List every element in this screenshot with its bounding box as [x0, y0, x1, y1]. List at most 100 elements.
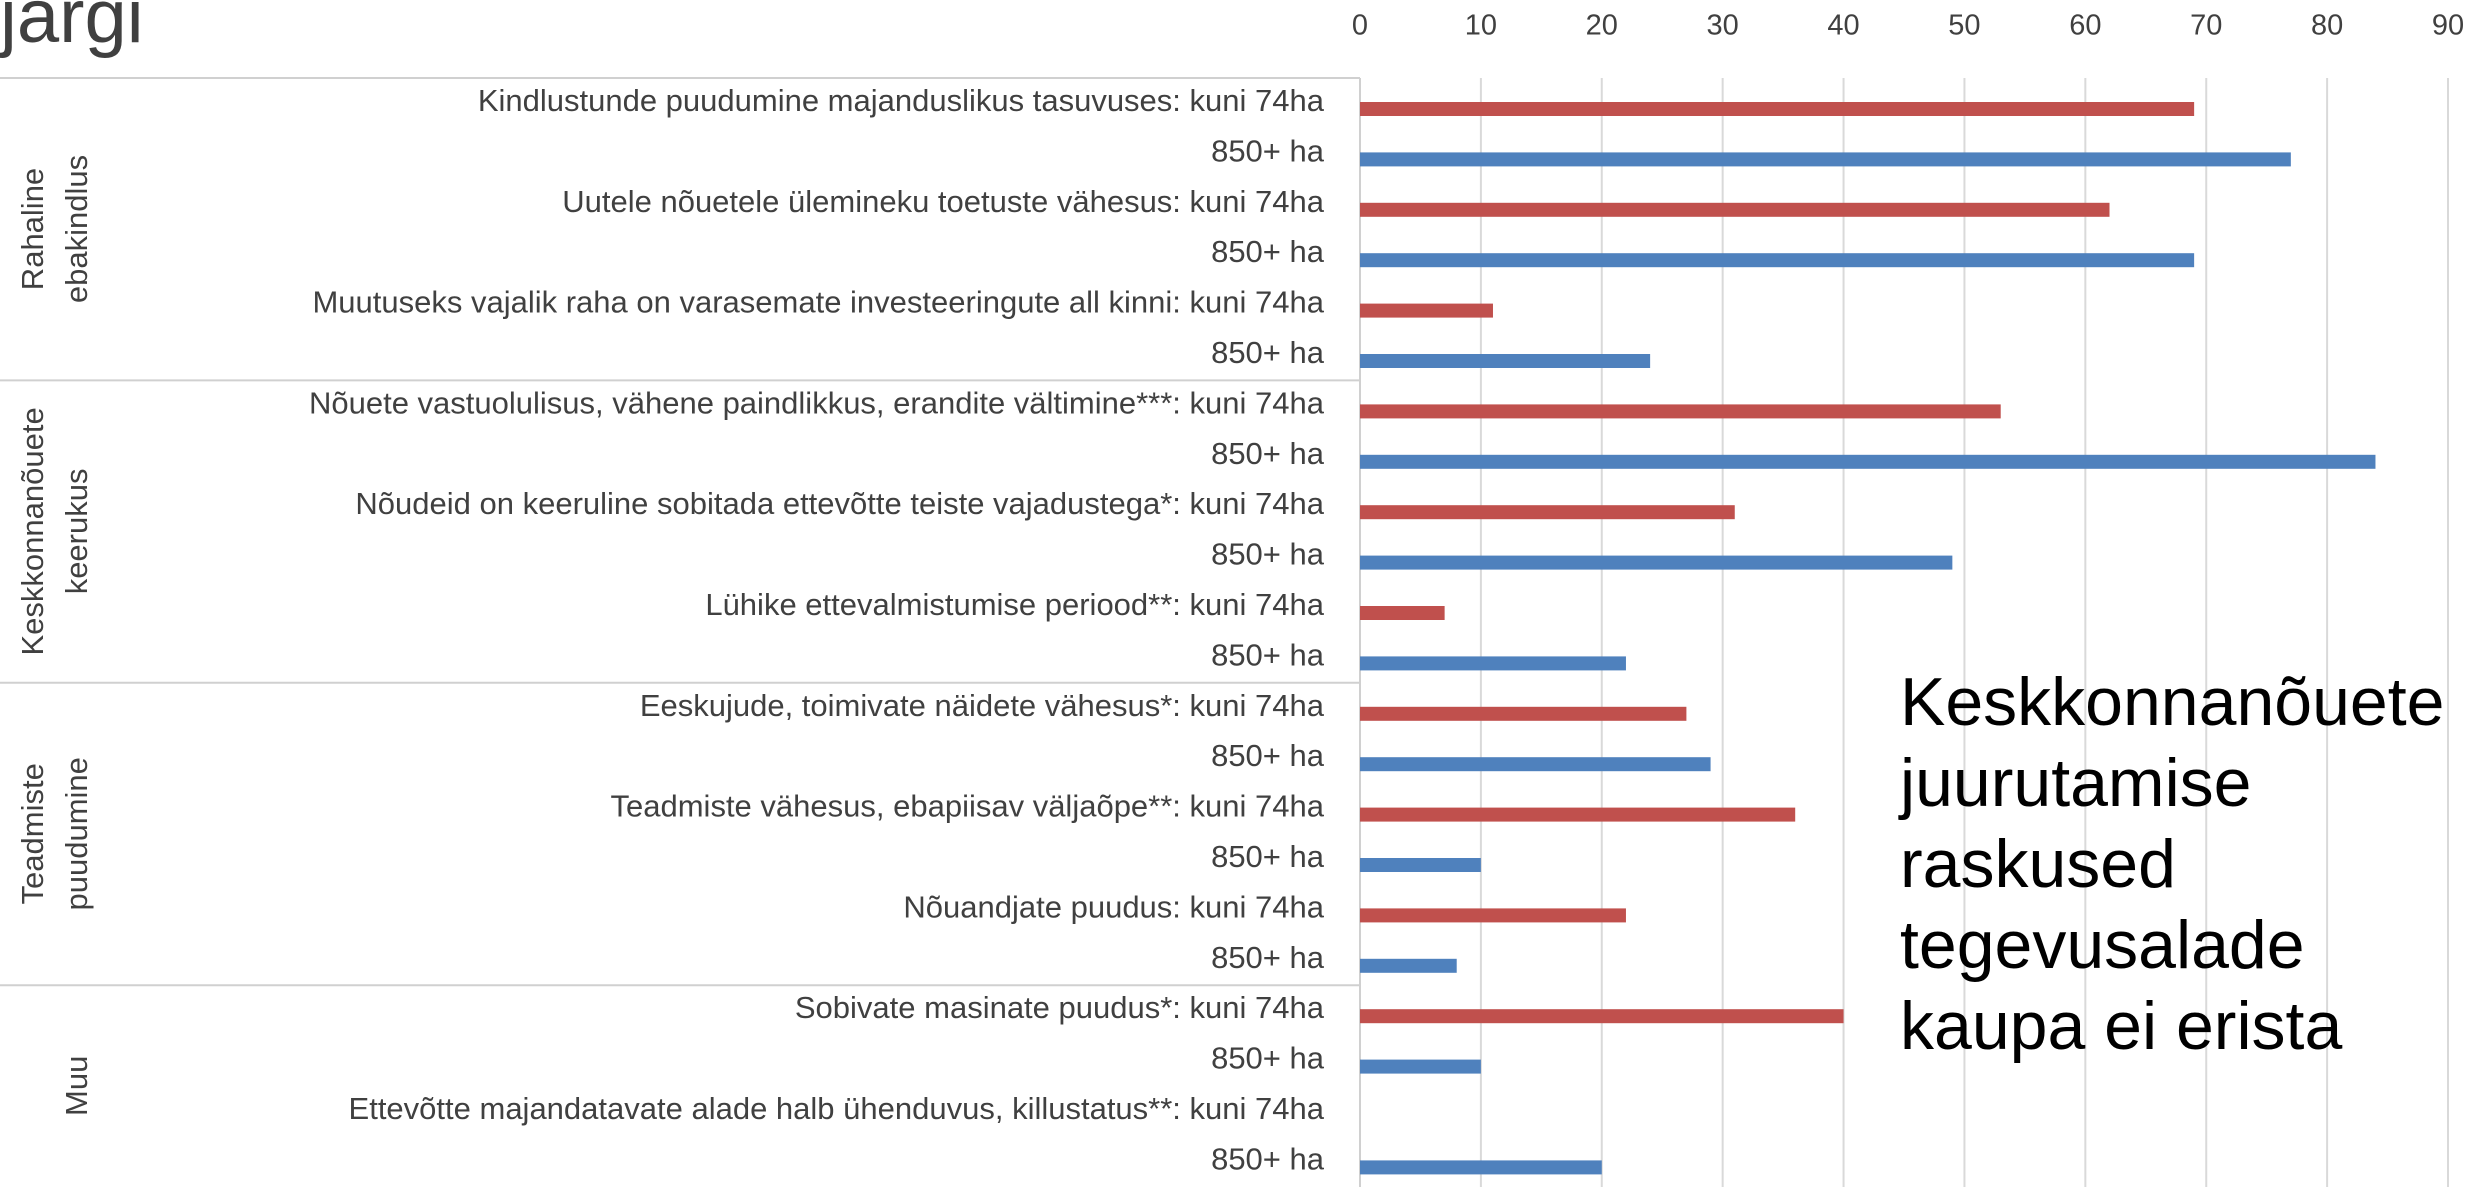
- series-label: 850+ ha: [1211, 638, 1325, 673]
- bar: [1360, 102, 2195, 116]
- series-label: kuni 74ha: [1190, 1091, 1325, 1126]
- series-label: 850+ ha: [1211, 335, 1325, 370]
- category-label: Uutele nõuetele ülemineku toetuste vähes…: [562, 184, 1181, 219]
- bar: [1360, 908, 1626, 923]
- row-label: 850+ ha: [1211, 1041, 1325, 1076]
- x-tick-label: 60: [2069, 10, 2101, 42]
- row-label: Nõuandjate puudus: kuni 74ha: [903, 890, 1324, 925]
- row-label: Kindlustunde puudumine majanduslikus tas…: [478, 83, 1325, 118]
- category-label: Muutuseks vajalik raha on varasemate inv…: [312, 285, 1180, 320]
- group-label: ebakindlus: [59, 155, 94, 303]
- bar: [1360, 152, 2291, 167]
- x-tick-label: 10: [1465, 10, 1497, 42]
- series-label: kuni 74ha: [1190, 688, 1325, 723]
- annotation: raskused: [1900, 826, 2176, 902]
- series-label: 850+ ha: [1211, 738, 1325, 773]
- category-label: Nõudeid on keeruline sobitada ettevõtte …: [355, 486, 1181, 521]
- bar: [1360, 253, 2195, 268]
- x-tick-label: 20: [1586, 10, 1618, 42]
- bar: [1360, 404, 2001, 419]
- chart-title: järgi: [0, 0, 144, 59]
- row-label: Uutele nõuetele ülemineku toetuste vähes…: [562, 184, 1325, 219]
- row-label: 850+ ha: [1211, 436, 1325, 471]
- row-label: Muutuseks vajalik raha on varasemate inv…: [312, 285, 1324, 320]
- row-label: 850+ ha: [1211, 134, 1325, 169]
- bar: [1360, 606, 1445, 620]
- row-label: 850+ ha: [1211, 738, 1325, 773]
- bar: [1360, 706, 1687, 721]
- row-label: Eeskujude, toimivate näidete vähesus*: k…: [640, 688, 1325, 723]
- series-label: kuni 74ha: [1190, 285, 1325, 320]
- bar: [1360, 303, 1493, 318]
- bar: [1360, 757, 1711, 772]
- row-label: Teadmiste vähesus, ebapiisav väljaõpe**:…: [611, 789, 1325, 824]
- bar: [1360, 958, 1457, 973]
- bar: [1360, 454, 2376, 469]
- series-label: 850+ ha: [1211, 839, 1325, 874]
- category-label: Lühike ettevalmistumise periood**:: [705, 587, 1181, 622]
- series-label: kuni 74ha: [1190, 486, 1325, 521]
- bar: [1360, 354, 1651, 368]
- series-label: kuni 74ha: [1190, 83, 1325, 118]
- row-label: Lühike ettevalmistumise periood**: kuni …: [705, 587, 1324, 622]
- x-tick-label: 80: [2311, 10, 2343, 42]
- bar: [1360, 656, 1626, 671]
- group-label: Keskkonnanõuete: [15, 407, 50, 655]
- category-label: Sobivate masinate puudus*:: [795, 990, 1181, 1025]
- group-label: Teadmiste: [15, 763, 50, 904]
- x-tick-label: 90: [2432, 10, 2464, 42]
- row-label: Ettevõtte majandatavate alade halb ühend…: [349, 1091, 1325, 1126]
- group-label: keerukus: [59, 469, 94, 595]
- series-label: 850+ ha: [1211, 134, 1325, 169]
- series-label: 850+ ha: [1211, 436, 1325, 471]
- annotation: juurutamise: [1898, 745, 2252, 821]
- category-label: Eeskujude, toimivate näidete vähesus*:: [640, 688, 1181, 723]
- annotation: tegevusalade: [1900, 907, 2305, 983]
- bar: [1360, 1059, 1481, 1074]
- bar: [1360, 505, 1735, 520]
- annotation: Keskkonnanõuete: [1900, 664, 2444, 740]
- group-label: Muu: [59, 1056, 94, 1116]
- bar: [1360, 807, 1796, 822]
- category-label: Teadmiste vähesus, ebapiisav väljaõpe**:: [611, 789, 1181, 824]
- row-label: Nõuete vastuolulisus, vähene paindlikkus…: [309, 386, 1325, 421]
- row-label: 850+ ha: [1211, 234, 1325, 269]
- x-tick-label: 50: [1948, 10, 1980, 42]
- x-tick-label: 40: [1827, 10, 1859, 42]
- bar: [1360, 1009, 1844, 1024]
- row-label: 850+ ha: [1211, 537, 1325, 572]
- bar: [1360, 202, 2110, 217]
- series-label: kuni 74ha: [1190, 184, 1325, 219]
- annotation: kaupa ei erista: [1900, 988, 2342, 1064]
- row-label: 850+ ha: [1211, 638, 1325, 673]
- row-label: Nõudeid on keeruline sobitada ettevõtte …: [355, 486, 1324, 521]
- bar: [1360, 1160, 1602, 1175]
- category-label: Kindlustunde puudumine majanduslikus tas…: [478, 83, 1181, 118]
- series-label: kuni 74ha: [1190, 990, 1325, 1025]
- row-label: 850+ ha: [1211, 335, 1325, 370]
- series-label: kuni 74ha: [1190, 890, 1325, 925]
- row-label: 850+ ha: [1211, 940, 1325, 975]
- category-label: Nõuandjate puudus:: [903, 890, 1181, 925]
- row-label: 850+ ha: [1211, 839, 1325, 874]
- group-label: puudumine: [59, 757, 94, 910]
- bar: [1360, 555, 1953, 570]
- x-tick-label: 0: [1352, 10, 1368, 42]
- category-label: Nõuete vastuolulisus, vähene paindlikkus…: [309, 386, 1181, 421]
- series-label: kuni 74ha: [1190, 587, 1325, 622]
- row-label: Sobivate masinate puudus*: kuni 74ha: [795, 990, 1325, 1025]
- group-label: Rahaline: [15, 168, 50, 290]
- series-label: 850+ ha: [1211, 940, 1325, 975]
- series-label: 850+ ha: [1211, 1142, 1325, 1177]
- series-label: 850+ ha: [1211, 234, 1325, 269]
- series-label: 850+ ha: [1211, 1041, 1325, 1076]
- series-label: kuni 74ha: [1190, 386, 1325, 421]
- x-tick-label: 70: [2190, 10, 2222, 42]
- bar: [1360, 858, 1481, 872]
- series-label: kuni 74ha: [1190, 789, 1325, 824]
- row-label: 850+ ha: [1211, 1142, 1325, 1177]
- series-label: 850+ ha: [1211, 537, 1325, 572]
- category-label: Ettevõtte majandatavate alade halb ühend…: [349, 1091, 1181, 1126]
- x-tick-label: 30: [1707, 10, 1739, 42]
